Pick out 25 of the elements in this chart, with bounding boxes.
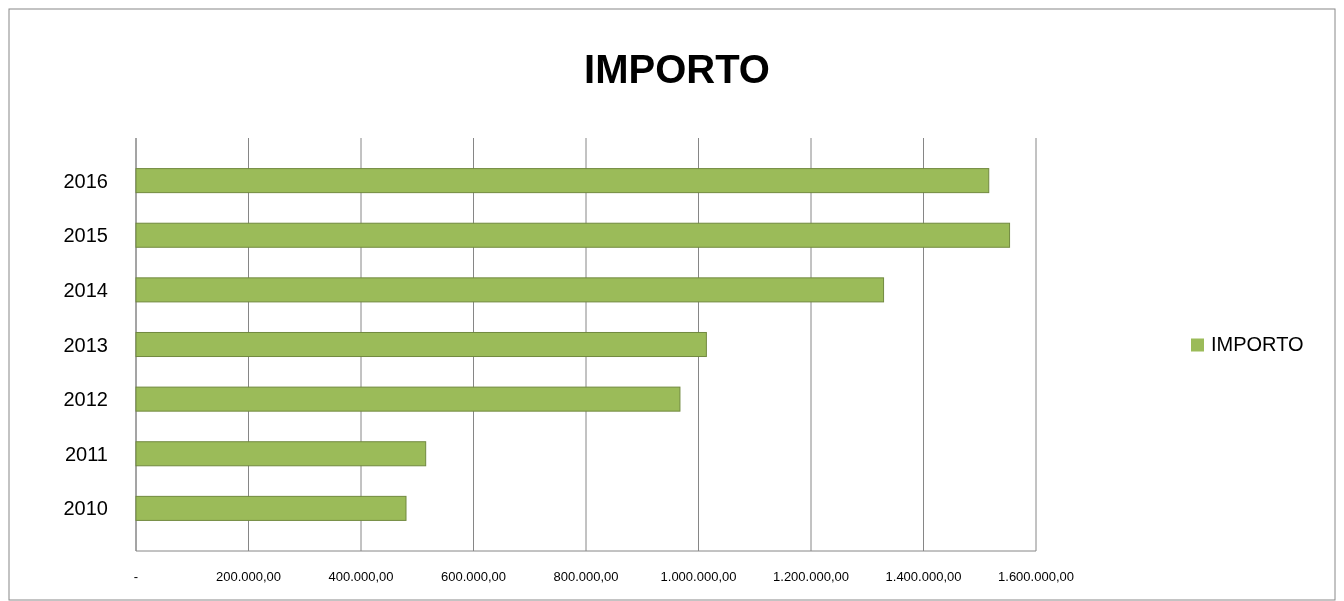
x-tick-label: 200.000,00 <box>215 569 282 584</box>
y-tick-label: 2012 <box>63 388 108 411</box>
x-tick-label: 800.000,00 <box>553 569 619 584</box>
x-tick-label: 1.200.000,00 <box>773 569 849 584</box>
x-tick-label: 1.000.000,00 <box>660 569 737 584</box>
y-tick-label: 2014 <box>63 278 108 301</box>
x-tick-label: 1.400.000,00 <box>885 569 962 584</box>
x-tick-label: - <box>133 569 139 584</box>
y-tick-label: 2013 <box>63 333 108 356</box>
y-tick-label: 2011 <box>64 442 108 465</box>
x-tick-label: 1.600.000,00 <box>998 569 1074 584</box>
y-tick-label: 2010 <box>63 497 108 520</box>
legend-label: IMPORTO <box>1211 332 1304 355</box>
bar <box>135 495 407 521</box>
x-tick-label: 400.000,00 <box>328 569 394 584</box>
bar <box>135 168 990 194</box>
bar <box>135 277 885 303</box>
bar <box>135 331 707 358</box>
x-tick-label: 600.000,00 <box>440 569 507 584</box>
y-tick-label: 2016 <box>63 169 108 192</box>
bar <box>135 441 427 467</box>
y-tick-label: 2015 <box>63 224 108 247</box>
chart-title: IMPORTO <box>584 47 770 91</box>
bar <box>135 222 1011 248</box>
bar <box>135 386 681 412</box>
